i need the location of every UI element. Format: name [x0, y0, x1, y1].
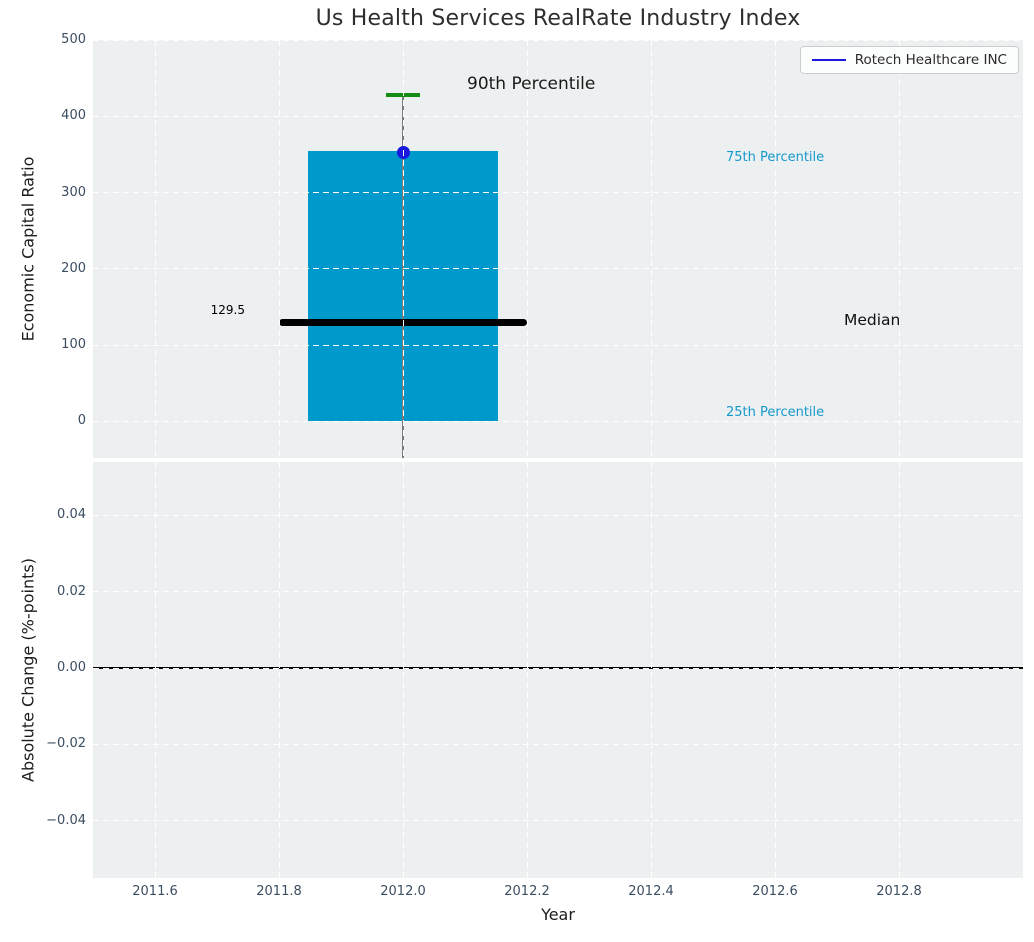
y-tick-label: −0.02 — [46, 736, 86, 752]
top-subplot — [93, 40, 1023, 458]
annotation-25th-percentile: 25th Percentile — [726, 405, 825, 420]
x-tick-label: 2012.8 — [876, 884, 922, 899]
gridline — [154, 40, 156, 458]
gridline — [774, 462, 776, 878]
y-tick-label: 100 — [61, 337, 86, 353]
gridline — [93, 591, 1023, 593]
annotation-90th-percentile: 90th Percentile — [467, 74, 596, 94]
legend-series-label: Rotech Healthcare INC — [854, 52, 1007, 68]
y-tick-label: 0.00 — [57, 660, 86, 676]
gridline — [93, 820, 1023, 822]
gridline — [154, 462, 156, 878]
bottom-subplot — [93, 462, 1023, 878]
gridline — [402, 40, 404, 458]
y-tick-label: 0.02 — [57, 583, 86, 599]
y-tick-label: 500 — [61, 32, 86, 47]
gridline — [278, 40, 280, 458]
x-tick-label: 2012.2 — [504, 884, 550, 899]
y-tick-label: 200 — [61, 260, 86, 276]
annotation-75th-percentile: 75th Percentile — [726, 150, 825, 165]
gridline — [93, 420, 1023, 422]
y-tick-label: −0.04 — [46, 812, 86, 828]
gridline — [526, 462, 528, 878]
gridline — [650, 462, 652, 878]
x-tick-label: 2012.4 — [628, 884, 674, 899]
gridline — [93, 192, 1023, 194]
annotation-median-value: 129.5 — [210, 303, 245, 317]
gridline — [650, 40, 652, 458]
annotation-median: Median — [844, 311, 901, 329]
gridline — [93, 344, 1023, 346]
y-tick-label: 300 — [61, 184, 86, 200]
x-tick-label: 2011.6 — [132, 884, 178, 899]
y-tick-label: 0 — [77, 413, 86, 429]
gridline — [93, 667, 1023, 669]
gridline — [278, 462, 280, 878]
gridline — [898, 40, 900, 458]
gridline — [93, 115, 1023, 117]
gridline — [93, 743, 1023, 745]
chart-title: Us Health Services RealRate Industry Ind… — [315, 6, 801, 31]
gridline — [526, 40, 528, 458]
y-tick-label: 0.04 — [57, 507, 86, 523]
gridline — [93, 268, 1023, 270]
gridline — [93, 514, 1023, 516]
x-tick-label: 2012.6 — [752, 884, 798, 899]
gridline — [402, 462, 404, 878]
gridline — [898, 462, 900, 878]
gridline — [93, 40, 1023, 41]
x-axis-label: Year — [541, 905, 575, 924]
x-tick-label: 2012.0 — [380, 884, 426, 899]
legend-line-sample — [811, 59, 846, 61]
legend: Rotech Healthcare INC — [799, 46, 1019, 74]
x-tick-label: 2011.8 — [256, 884, 302, 899]
gridline — [774, 40, 776, 458]
y-tick-label: 400 — [61, 108, 86, 124]
